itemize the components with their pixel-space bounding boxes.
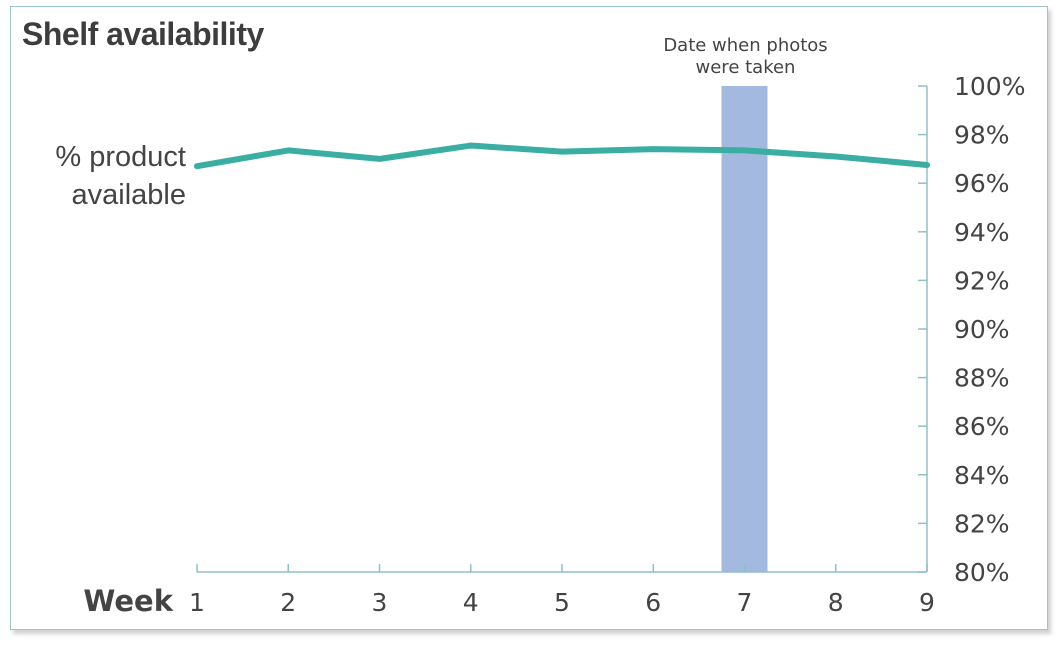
y-tick-label: 92%	[954, 266, 1010, 295]
x-tick-label: 6	[645, 588, 661, 617]
series-label-line-2: available	[71, 179, 186, 211]
y-tick-label: 98%	[954, 121, 1010, 150]
x-tick-label: 9	[919, 588, 935, 617]
highlight-band	[721, 86, 768, 572]
x-tick-label: 7	[737, 588, 753, 617]
series-line	[194, 142, 930, 170]
x-tick-label: 5	[554, 588, 570, 617]
highlight-label-line: were taken	[696, 57, 796, 78]
x-tick-label: 2	[280, 588, 296, 617]
chart-card	[10, 6, 1048, 630]
y-tick-label: 82%	[954, 509, 1010, 538]
x-tick-label: 1	[189, 588, 205, 617]
y-tick-label: 86%	[954, 412, 1010, 441]
chart-title: Shelf availability	[22, 16, 264, 52]
x-tick-label: 3	[372, 588, 388, 617]
y-tick-label: 88%	[954, 364, 1010, 393]
y-tick-label: 80%	[954, 558, 1010, 587]
highlight-label-line: Date when photos	[663, 35, 827, 56]
x-tick-label: 4	[463, 588, 479, 617]
y-tick-label: 94%	[954, 218, 1010, 247]
y-tick-label: 100%	[954, 72, 1025, 101]
series-label: % product available	[55, 138, 186, 214]
y-tick-label: 84%	[954, 461, 1010, 490]
x-tick-label: 8	[828, 588, 844, 617]
x-axis-label: Week	[83, 584, 173, 618]
series-label-line-1: % product	[55, 141, 186, 173]
y-tick-label: 90%	[954, 315, 1010, 344]
y-tick-label: 96%	[954, 169, 1010, 198]
